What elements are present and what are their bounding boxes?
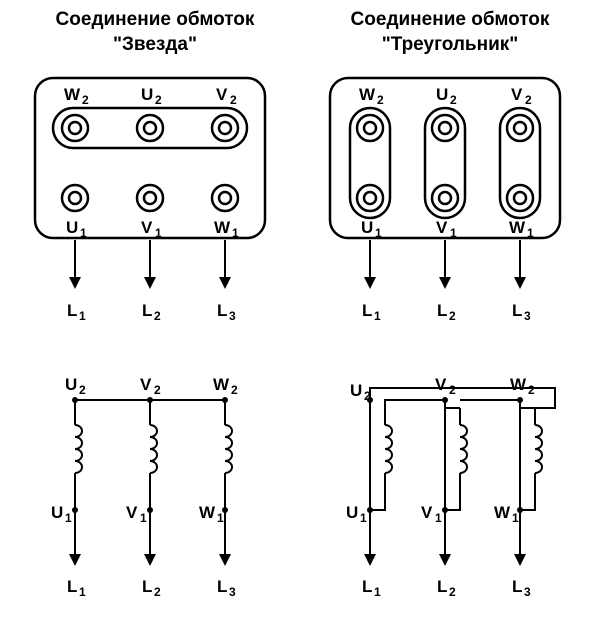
lbl: U <box>350 381 362 400</box>
lbl: V <box>421 503 433 522</box>
lbl: L <box>67 301 77 320</box>
delta-title-line1: Соединение обмоток <box>310 8 590 33</box>
sub: 2 <box>154 309 161 323</box>
sub: 1 <box>512 511 519 525</box>
lbl: L <box>142 577 152 596</box>
sub: 1 <box>217 511 224 525</box>
lbl: V <box>216 85 228 104</box>
sub: 2 <box>528 383 535 397</box>
sub: 1 <box>435 511 442 525</box>
lbl: U <box>436 85 448 104</box>
sub: 1 <box>80 226 87 240</box>
lbl: W <box>64 85 81 104</box>
sub: 2 <box>525 93 532 107</box>
page: Соединение обмоток "Звезда" <box>0 0 600 633</box>
star-bottom-terminals <box>62 185 238 211</box>
sub: 3 <box>524 309 531 323</box>
sub: 3 <box>229 585 236 599</box>
sub: 2 <box>154 383 161 397</box>
sub: 2 <box>449 383 456 397</box>
lbl: U <box>141 85 153 104</box>
sub: 1 <box>65 511 72 525</box>
star-title: Соединение обмоток "Звезда" <box>15 8 295 57</box>
sub: 2 <box>79 383 86 397</box>
lbl: L <box>437 301 447 320</box>
sub: 1 <box>155 226 162 240</box>
lbl: L <box>142 301 152 320</box>
lbl: L <box>362 577 372 596</box>
lbl: L <box>437 577 447 596</box>
lbl: V <box>511 85 523 104</box>
lbl: U <box>361 218 373 237</box>
star-title-line1: Соединение обмоток <box>15 8 295 33</box>
sub: 1 <box>527 226 534 240</box>
sub: 1 <box>79 309 86 323</box>
star-top-terminals <box>62 115 238 141</box>
lbl: W <box>359 85 376 104</box>
lbl: U <box>65 375 77 394</box>
lbl: L <box>362 301 372 320</box>
sub: 2 <box>82 93 89 107</box>
sub: 2 <box>377 93 384 107</box>
delta-title: Соединение обмоток "Треугольник" <box>310 8 590 57</box>
lbl: L <box>67 577 77 596</box>
sub: 2 <box>231 383 238 397</box>
sub: 2 <box>154 585 161 599</box>
star-title-line2: "Звезда" <box>15 33 295 58</box>
lbl: W <box>494 503 511 522</box>
sub: 2 <box>450 93 457 107</box>
sub: 2 <box>155 93 162 107</box>
lbl: V <box>435 375 447 394</box>
lbl: U <box>51 503 63 522</box>
sub: 3 <box>229 309 236 323</box>
lbl: U <box>346 503 358 522</box>
lbl: L <box>217 577 227 596</box>
sub: 1 <box>140 511 147 525</box>
lbl: W <box>199 503 216 522</box>
sub: 2 <box>449 585 456 599</box>
star-terminal-box: W 2 U 2 V 2 U 1 V 1 W 1 <box>15 68 295 358</box>
sub: 1 <box>79 585 86 599</box>
lbl: L <box>512 577 522 596</box>
delta-terminal-box: W 2 U 2 V 2 U 1 V 1 W 1 L 1 <box>310 68 590 358</box>
sub: 1 <box>374 309 381 323</box>
lbl: L <box>512 301 522 320</box>
delta-schematic: U 2 V 2 W 2 <box>310 370 590 630</box>
sub: 1 <box>360 511 367 525</box>
lbl: W <box>510 375 527 394</box>
lbl: W <box>509 218 526 237</box>
lbl: W <box>213 375 230 394</box>
lbl: V <box>141 218 153 237</box>
sub: 1 <box>450 226 457 240</box>
sub: 1 <box>232 226 239 240</box>
delta-title-line2: "Треугольник" <box>310 33 590 58</box>
lbl: V <box>436 218 448 237</box>
sub: 3 <box>524 585 531 599</box>
lbl: V <box>126 503 138 522</box>
star-schematic: U 2 V 2 W 2 <box>15 370 295 630</box>
sub: 1 <box>375 226 382 240</box>
lbl: L <box>217 301 227 320</box>
sub: 1 <box>374 585 381 599</box>
lbl: U <box>66 218 78 237</box>
sub: 2 <box>449 309 456 323</box>
lbl: W <box>214 218 231 237</box>
lbl: V <box>140 375 152 394</box>
sub: 2 <box>230 93 237 107</box>
